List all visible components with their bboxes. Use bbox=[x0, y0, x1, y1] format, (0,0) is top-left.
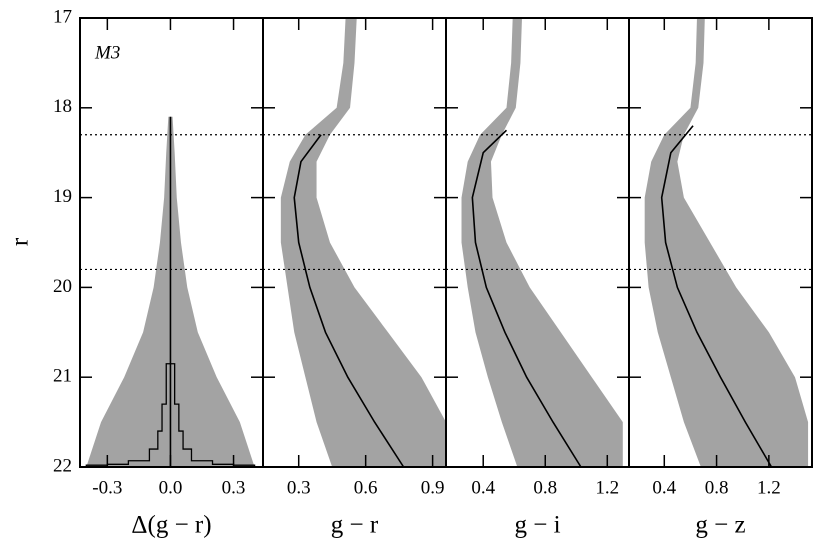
x-tick-label: 0.8 bbox=[533, 477, 557, 498]
x-tick-label: 0.4 bbox=[471, 477, 495, 498]
y-tick-label: 19 bbox=[53, 186, 72, 207]
y-axis-label: r bbox=[7, 237, 34, 246]
y-tick-label: 21 bbox=[53, 366, 72, 387]
x-tick-label: 1.2 bbox=[757, 477, 781, 498]
y-tick-label: 22 bbox=[53, 455, 72, 476]
x-axis-label: g − i bbox=[514, 512, 560, 539]
x-tick-label: -0.3 bbox=[92, 477, 122, 498]
x-tick-label: 1.2 bbox=[595, 477, 619, 498]
annotation: M3 bbox=[94, 42, 120, 63]
fiducial-line bbox=[471, 129, 582, 468]
y-tick-label: 20 bbox=[53, 276, 72, 297]
fiducial-line bbox=[293, 134, 405, 468]
panel-frame bbox=[628, 17, 813, 468]
star-cloud bbox=[461, 18, 623, 467]
x-tick-label: 0.0 bbox=[159, 477, 183, 498]
x-tick-label: 0.8 bbox=[705, 477, 729, 498]
y-tick-label: 18 bbox=[53, 96, 72, 117]
x-axis-label: g − z bbox=[695, 512, 745, 539]
fiducial-line bbox=[660, 125, 773, 468]
star-cloud bbox=[280, 18, 446, 467]
star-cloud bbox=[644, 18, 809, 467]
x-tick-label: 0.9 bbox=[421, 477, 445, 498]
x-tick-label: 0.6 bbox=[354, 477, 378, 498]
x-tick-label: 0.3 bbox=[287, 477, 311, 498]
x-axis-label: Δ(g − r) bbox=[131, 512, 211, 539]
x-tick-label: 0.4 bbox=[652, 477, 676, 498]
x-tick-label: 0.3 bbox=[222, 477, 246, 498]
x-axis-label: g − r bbox=[331, 512, 379, 539]
y-tick-label: 17 bbox=[53, 6, 72, 27]
